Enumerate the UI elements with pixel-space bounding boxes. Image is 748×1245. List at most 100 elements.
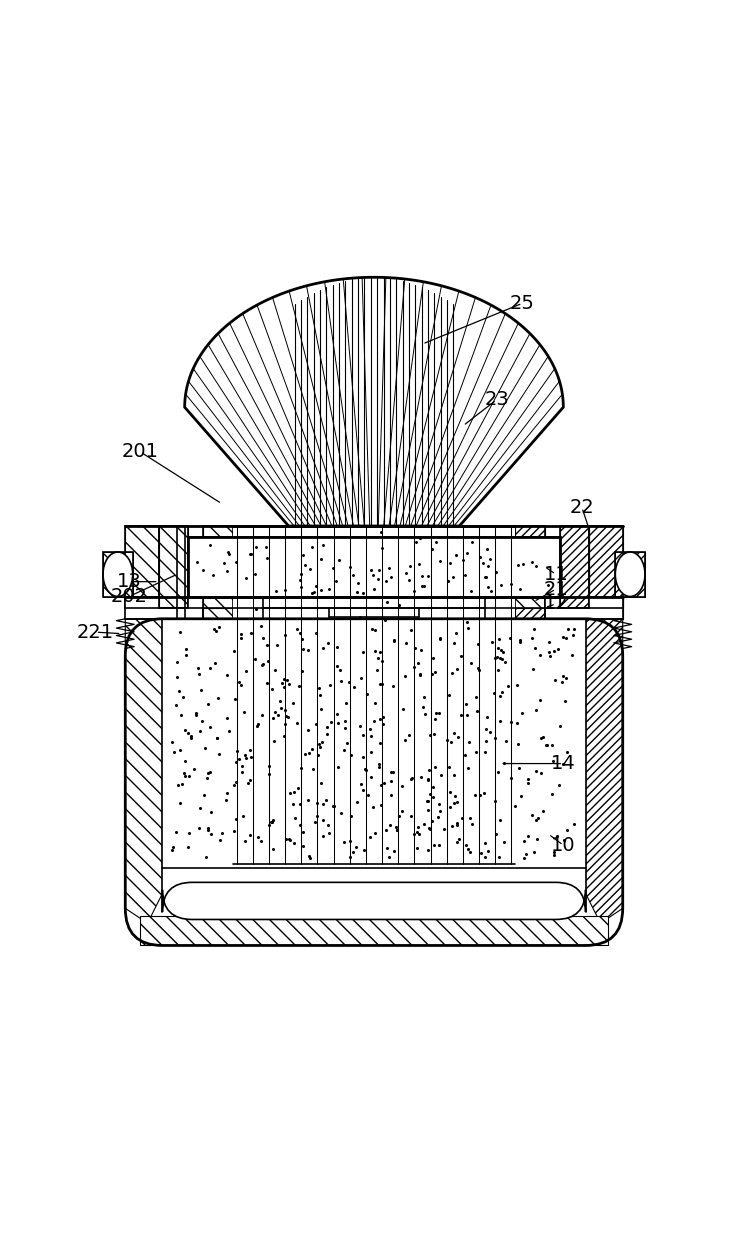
Point [280, 580, 292, 600]
Point [450, 814, 462, 834]
Point [335, 671, 347, 691]
Point [235, 627, 247, 647]
Point [270, 580, 282, 600]
Point [316, 732, 328, 752]
Point [393, 595, 405, 615]
Point [316, 549, 328, 569]
Point [548, 843, 560, 863]
Point [470, 742, 482, 762]
Point [479, 848, 491, 868]
Point [211, 728, 223, 748]
Point [269, 702, 281, 722]
Point [494, 640, 506, 660]
Point [451, 792, 463, 812]
Point [185, 726, 197, 746]
Point [172, 776, 184, 796]
Point [335, 803, 347, 823]
Point [497, 682, 509, 702]
Point [183, 837, 194, 857]
Point [275, 691, 286, 711]
Point [369, 641, 381, 661]
Point [374, 642, 386, 662]
Point [532, 808, 544, 828]
Point [297, 545, 309, 565]
Point [435, 764, 447, 784]
Polygon shape [103, 552, 132, 596]
Point [278, 677, 290, 697]
Point [311, 793, 323, 813]
Point [480, 720, 492, 740]
Point [203, 762, 215, 782]
Point [447, 566, 459, 586]
Point [250, 537, 262, 557]
Ellipse shape [103, 552, 132, 596]
Point [358, 747, 370, 767]
Point [383, 558, 395, 578]
Point [340, 692, 352, 712]
Point [197, 560, 209, 580]
Point [459, 565, 470, 585]
Point [399, 731, 411, 751]
Point [530, 557, 542, 576]
Point [339, 711, 351, 731]
Point [317, 639, 329, 659]
Point [235, 625, 247, 645]
Point [433, 794, 445, 814]
Text: 25: 25 [510, 294, 535, 312]
Point [171, 667, 183, 687]
Point [420, 705, 432, 725]
Point [500, 731, 512, 751]
Point [317, 810, 329, 830]
Point [418, 814, 430, 834]
Polygon shape [125, 619, 162, 924]
Point [260, 537, 272, 557]
Point [414, 528, 426, 548]
Point [426, 665, 438, 685]
Point [423, 839, 435, 859]
Point [191, 552, 203, 571]
Point [295, 758, 307, 778]
Point [269, 660, 281, 680]
Point [180, 639, 192, 659]
Point [282, 707, 294, 727]
Point [415, 640, 427, 660]
Point [240, 661, 252, 681]
Point [313, 679, 325, 698]
Text: 22: 22 [569, 498, 594, 517]
Point [280, 706, 292, 726]
Point [190, 703, 202, 723]
Point [400, 563, 412, 583]
Text: 21: 21 [544, 580, 568, 599]
Point [249, 650, 261, 670]
Point [317, 794, 329, 814]
Point [170, 822, 182, 842]
Point [314, 686, 326, 706]
Point [351, 792, 363, 812]
Point [364, 827, 376, 847]
Point [238, 807, 250, 827]
Point [323, 579, 335, 599]
Point [448, 766, 460, 786]
Point [411, 654, 423, 674]
Point [528, 619, 540, 639]
Point [435, 627, 447, 647]
Point [221, 561, 233, 581]
Point [358, 840, 370, 860]
Point [218, 553, 230, 573]
Point [239, 830, 251, 850]
Point [373, 757, 385, 777]
Point [562, 619, 574, 639]
Point [430, 532, 442, 552]
Point [515, 632, 527, 652]
Point [513, 758, 525, 778]
Point [307, 583, 319, 603]
Point [492, 637, 504, 657]
Point [511, 675, 523, 695]
Point [354, 606, 366, 626]
Point [388, 840, 400, 860]
Point [209, 654, 221, 674]
Point [208, 620, 220, 640]
Point [482, 557, 494, 576]
Point [241, 568, 253, 588]
Point [568, 814, 580, 834]
